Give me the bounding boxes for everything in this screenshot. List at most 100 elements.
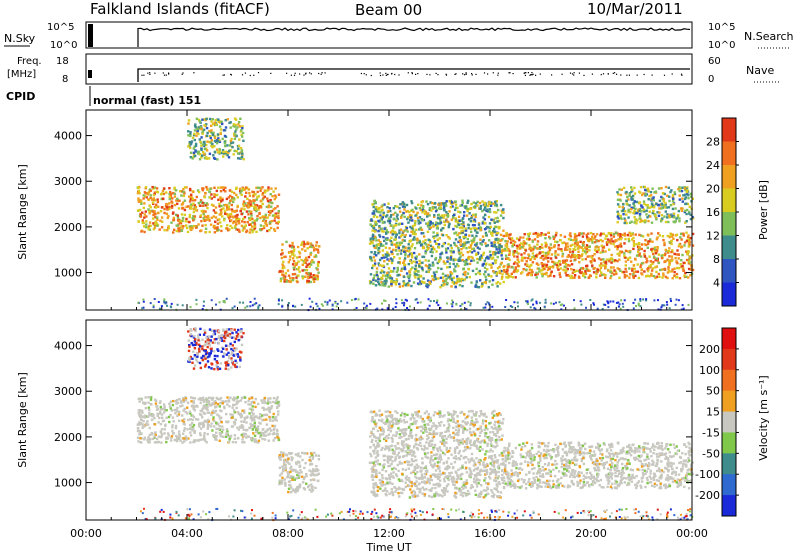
power-cell	[460, 219, 464, 222]
power-cell	[382, 264, 385, 267]
power-cell	[496, 241, 500, 244]
power-cell	[576, 241, 580, 244]
power-cell	[271, 195, 274, 198]
power-cell	[516, 262, 519, 265]
power-cell	[190, 140, 194, 143]
power-cell	[378, 258, 382, 262]
power-cell	[673, 215, 676, 219]
power-cell	[639, 255, 643, 258]
velocity-cell	[232, 409, 236, 412]
velocity-cell	[250, 414, 253, 418]
velocity-cell	[182, 400, 186, 403]
power-cell	[628, 276, 631, 279]
power-cell	[475, 267, 478, 271]
power-cell	[491, 253, 495, 256]
power-cell	[483, 208, 486, 211]
freq-tick-bottom: 8	[62, 74, 68, 85]
power-cell	[241, 187, 244, 190]
power-cell	[252, 193, 255, 197]
power-cell	[552, 235, 555, 238]
power-cell	[431, 222, 434, 225]
power-cell	[248, 223, 251, 226]
power-cell	[445, 210, 448, 214]
power-cell	[252, 202, 255, 205]
power-cell	[242, 188, 245, 192]
power-cell	[168, 205, 171, 209]
nave-dot	[293, 74, 296, 76]
nave-dot	[363, 73, 365, 75]
power-cell	[511, 242, 515, 246]
power-speckle-cell	[579, 300, 582, 303]
power-cell	[660, 256, 664, 260]
power-cell	[494, 259, 498, 262]
velocity-cell	[191, 396, 195, 400]
power-speckle-cell	[552, 302, 555, 305]
power-cell	[631, 267, 634, 270]
power-cell	[404, 234, 407, 237]
power-cell	[198, 153, 202, 156]
velocity-cell	[148, 433, 151, 437]
power-cell	[534, 231, 538, 235]
power-cell	[654, 249, 657, 252]
power-cell	[261, 219, 265, 223]
power-cell	[235, 150, 238, 153]
power-cell	[462, 244, 465, 247]
power-cell	[275, 215, 278, 218]
power-cell	[647, 240, 650, 243]
velocity-cell	[298, 485, 302, 488]
velocity-cell	[138, 414, 141, 417]
power-cell	[424, 259, 427, 262]
power-cell	[387, 285, 390, 288]
power-speckle-cell	[467, 300, 470, 303]
power-cell	[168, 197, 171, 201]
power-cell	[457, 223, 461, 226]
power-cell	[476, 246, 480, 249]
power-speckle-cell	[320, 303, 323, 306]
power-cell	[254, 193, 257, 196]
power-cell	[681, 186, 684, 189]
power-speckle-cell	[674, 303, 677, 306]
power-cell	[253, 225, 256, 228]
power-cell	[616, 198, 620, 201]
power-cell	[216, 193, 219, 197]
power-cell	[376, 215, 379, 219]
power-cell	[214, 227, 217, 230]
velocity-cell	[258, 421, 261, 424]
power-cell	[466, 201, 469, 204]
power-cell	[167, 214, 170, 218]
power-cell	[623, 234, 626, 237]
power-speckle-cell	[469, 302, 472, 305]
velocity-cell	[146, 438, 149, 442]
velocity-cell	[191, 405, 195, 408]
power-cell	[463, 211, 466, 214]
velocity-cell	[206, 425, 210, 428]
velocity-cell	[179, 405, 182, 408]
power-cell	[648, 265, 651, 268]
power-cell	[459, 255, 462, 258]
velocity-cell	[269, 397, 272, 400]
power-cell	[372, 276, 375, 280]
power-speckle-cell	[562, 304, 565, 307]
power-cell	[247, 205, 251, 209]
nave-dot	[309, 72, 311, 74]
power-speckle-cell	[617, 301, 620, 304]
velocity-cell	[202, 421, 205, 424]
nave-dot	[527, 72, 529, 74]
power-cell	[500, 269, 503, 273]
power-cell	[172, 231, 175, 234]
power-colorbar-tick-label: 8	[713, 253, 720, 266]
nave-dot	[394, 73, 396, 76]
power-cell	[390, 250, 393, 253]
power-cell	[396, 205, 399, 208]
power-cell	[579, 255, 583, 258]
power-cell	[673, 192, 677, 196]
power-cell	[645, 209, 648, 212]
power-cell	[636, 270, 640, 273]
power-cell	[291, 278, 295, 282]
velocity-cell	[215, 438, 218, 441]
power-cell	[677, 266, 681, 270]
power-cell	[372, 210, 375, 213]
power-cell	[291, 273, 295, 276]
power-cell	[625, 190, 628, 194]
